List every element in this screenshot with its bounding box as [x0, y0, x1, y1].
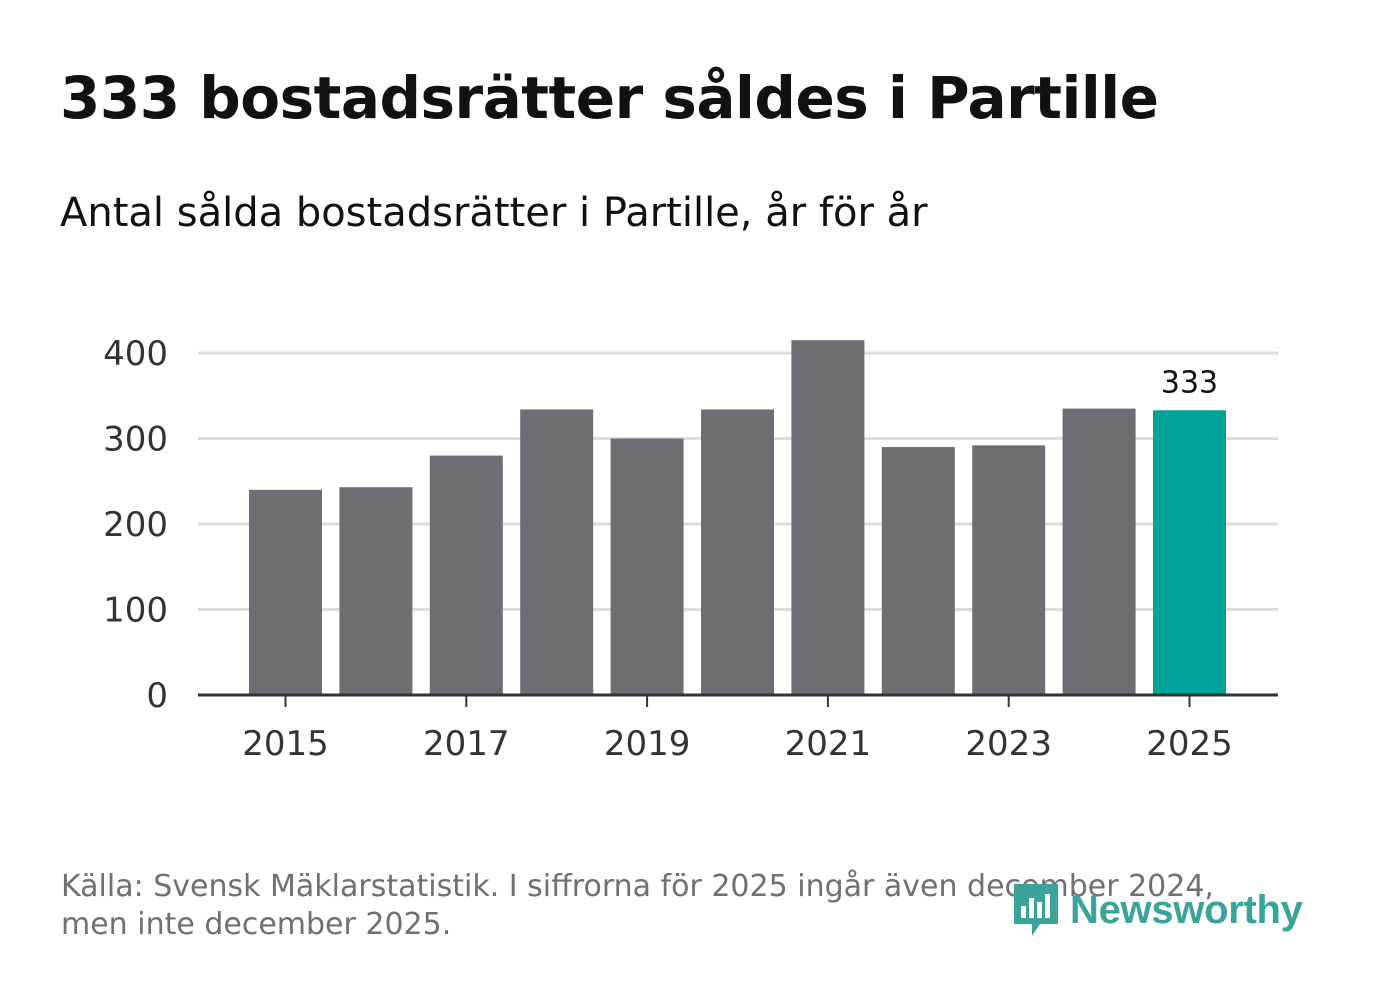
x-tick-label: 2023 — [965, 724, 1052, 764]
bar-2017 — [429, 455, 503, 695]
data-label-2025: 333 — [1161, 365, 1218, 400]
y-tick-label: 100 — [103, 591, 168, 631]
bar-2022 — [881, 447, 955, 695]
x-tick-label: 2025 — [1146, 724, 1233, 764]
bar-2020 — [701, 409, 774, 695]
x-tick-label: 2021 — [785, 724, 872, 764]
y-tick-label: 0 — [146, 676, 168, 716]
logo-text: Newsworthy — [1070, 887, 1303, 932]
bar-2025 — [1153, 410, 1226, 695]
bar-2015 — [249, 489, 322, 695]
bar-2021 — [791, 340, 865, 695]
y-tick-label: 300 — [103, 420, 168, 460]
y-tick-label: 400 — [103, 334, 168, 374]
y-tick-label: 200 — [103, 505, 168, 545]
bar-2019 — [610, 438, 684, 695]
bar-2023 — [972, 445, 1046, 695]
source-line-2: men inte december 2025. — [61, 907, 452, 942]
newsworthy-logo: Newsworthy — [1010, 880, 1303, 940]
x-tick-label: 2017 — [423, 724, 510, 764]
x-tick-label: 2015 — [242, 724, 329, 764]
bar-2018 — [520, 409, 594, 695]
bar-2016 — [339, 487, 413, 695]
bar-chart-icon — [1014, 884, 1058, 936]
chart-title: 333 bostadsrätter såldes i Partille — [60, 64, 1159, 132]
bar-2024 — [1062, 408, 1136, 695]
chart-subtitle: Antal sålda bostadsrätter i Partille, år… — [60, 190, 928, 236]
x-tick-label: 2019 — [604, 724, 691, 764]
